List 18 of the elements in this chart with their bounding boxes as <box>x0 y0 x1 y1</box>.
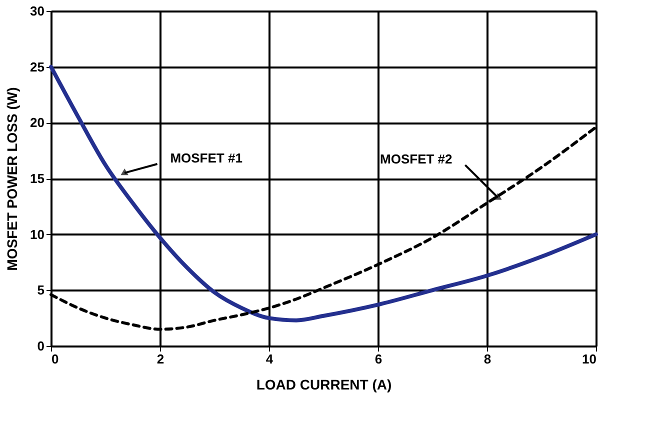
y-tick-label: 20 <box>30 115 44 130</box>
annotation: MOSFET #2 <box>380 152 452 167</box>
y-tick-label: 0 <box>37 338 44 354</box>
x-tick-label: 8 <box>484 352 492 366</box>
x-axis-title: LOAD CURRENT (A) <box>256 376 392 392</box>
line-series <box>49 64 598 322</box>
y-tick-label: 25 <box>30 59 44 74</box>
x-tick-label: 4 <box>266 352 274 366</box>
annotation: MOSFET #1 <box>170 150 242 166</box>
x-tick-label: 10 <box>582 352 596 366</box>
y-tick-label: 15 <box>30 171 44 186</box>
x-tick-label: 2 <box>156 352 164 366</box>
x-tick-label: 0 <box>52 352 59 366</box>
y-tick-label: 30 <box>30 4 44 18</box>
x-tick-label: 6 <box>374 352 382 366</box>
y-axis-title: MOSFET POWER LOSS (W) <box>4 87 20 271</box>
y-tick-label: 5 <box>37 282 44 298</box>
y-tick-label: 10 <box>30 226 44 242</box>
